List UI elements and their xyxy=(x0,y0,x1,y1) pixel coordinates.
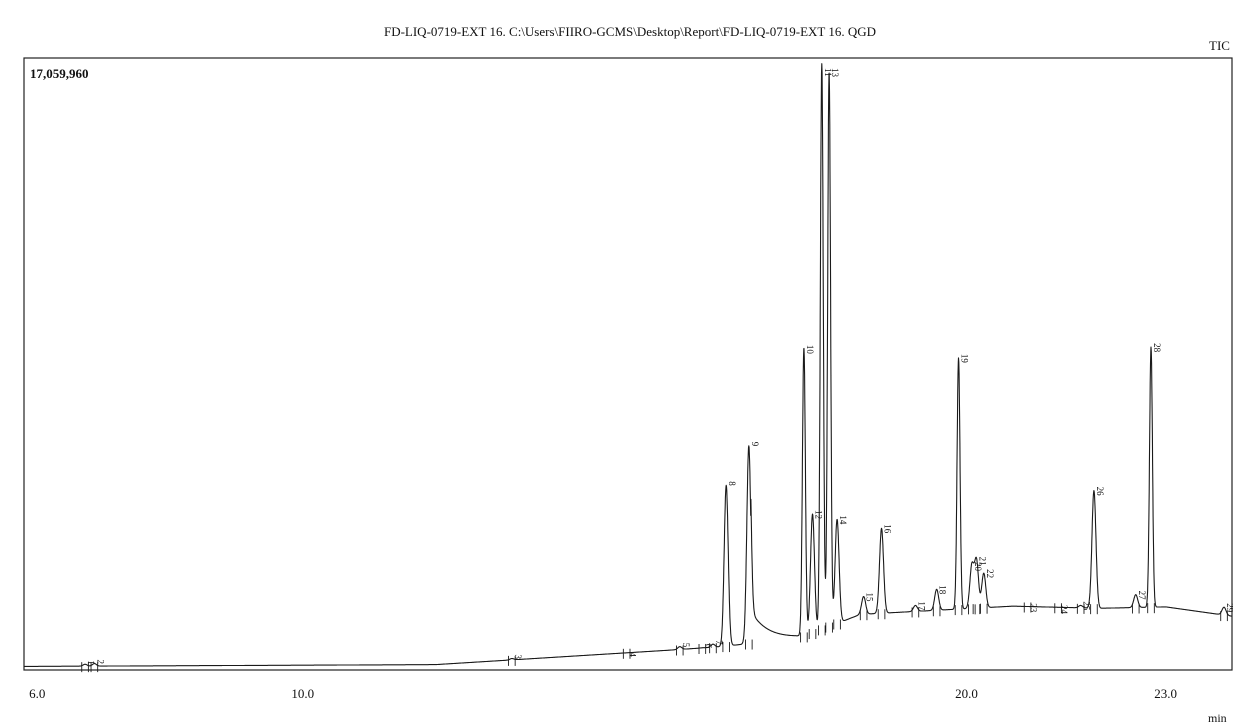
peak-label: 20 xyxy=(973,562,983,572)
peak-label: 3 xyxy=(513,655,523,660)
peak-label: 8 xyxy=(727,481,737,486)
peak-label: 24 xyxy=(1059,605,1069,615)
peak-label: 12 xyxy=(814,510,824,519)
peak-label: 14 xyxy=(838,515,848,525)
peak-label: 16 xyxy=(883,524,893,534)
peak-label: 9 xyxy=(750,442,760,447)
peak-label: 28 xyxy=(1152,343,1162,353)
x-tick-label: 10.0 xyxy=(291,686,314,701)
peak-label: 4 xyxy=(628,652,638,657)
peak-label: 17 xyxy=(916,601,926,611)
peak-label: 21 xyxy=(977,557,987,566)
peak-label: 7 xyxy=(714,640,724,645)
peak-label: 25 xyxy=(1082,601,1092,611)
peak-label: 13 xyxy=(830,68,840,78)
peak-label: 19 xyxy=(960,354,970,364)
series-label-tic: TIC xyxy=(1209,38,1230,53)
chart-title: FD-LIQ-0719-EXT 16. C:\Users\FIIRO-GCMS\… xyxy=(384,24,876,39)
plot-frame xyxy=(23,57,1233,671)
x-axis-ticks: 6.0 10.0 20.0 23.0 xyxy=(29,686,1177,701)
x-tick-label: 20.0 xyxy=(955,686,978,701)
peak-label: 10 xyxy=(805,345,815,355)
peak-label: 22 xyxy=(985,569,995,578)
peak-label: 15 xyxy=(865,592,875,602)
peak-label: 27 xyxy=(1137,591,1147,601)
x-axis-unit: min xyxy=(1208,711,1227,725)
peak-label: 2 xyxy=(95,660,105,665)
y-max-label: 17,059,960 xyxy=(30,66,89,81)
peak-markers: 1234567891011121314151617181920212223242… xyxy=(81,68,1233,673)
peak-label: 23 xyxy=(1029,603,1039,613)
peak-label: 5 xyxy=(681,643,691,648)
x-tick-label: 6.0 xyxy=(29,686,45,701)
peak-label: 26 xyxy=(1095,487,1105,497)
tic-trace xyxy=(23,63,1233,667)
peak-label: 29 xyxy=(1225,603,1233,613)
peak-label: 18 xyxy=(938,585,948,595)
peak-label: 6 xyxy=(703,644,713,649)
peak-label: 11 xyxy=(823,68,833,77)
x-tick-label: 23.0 xyxy=(1154,686,1177,701)
